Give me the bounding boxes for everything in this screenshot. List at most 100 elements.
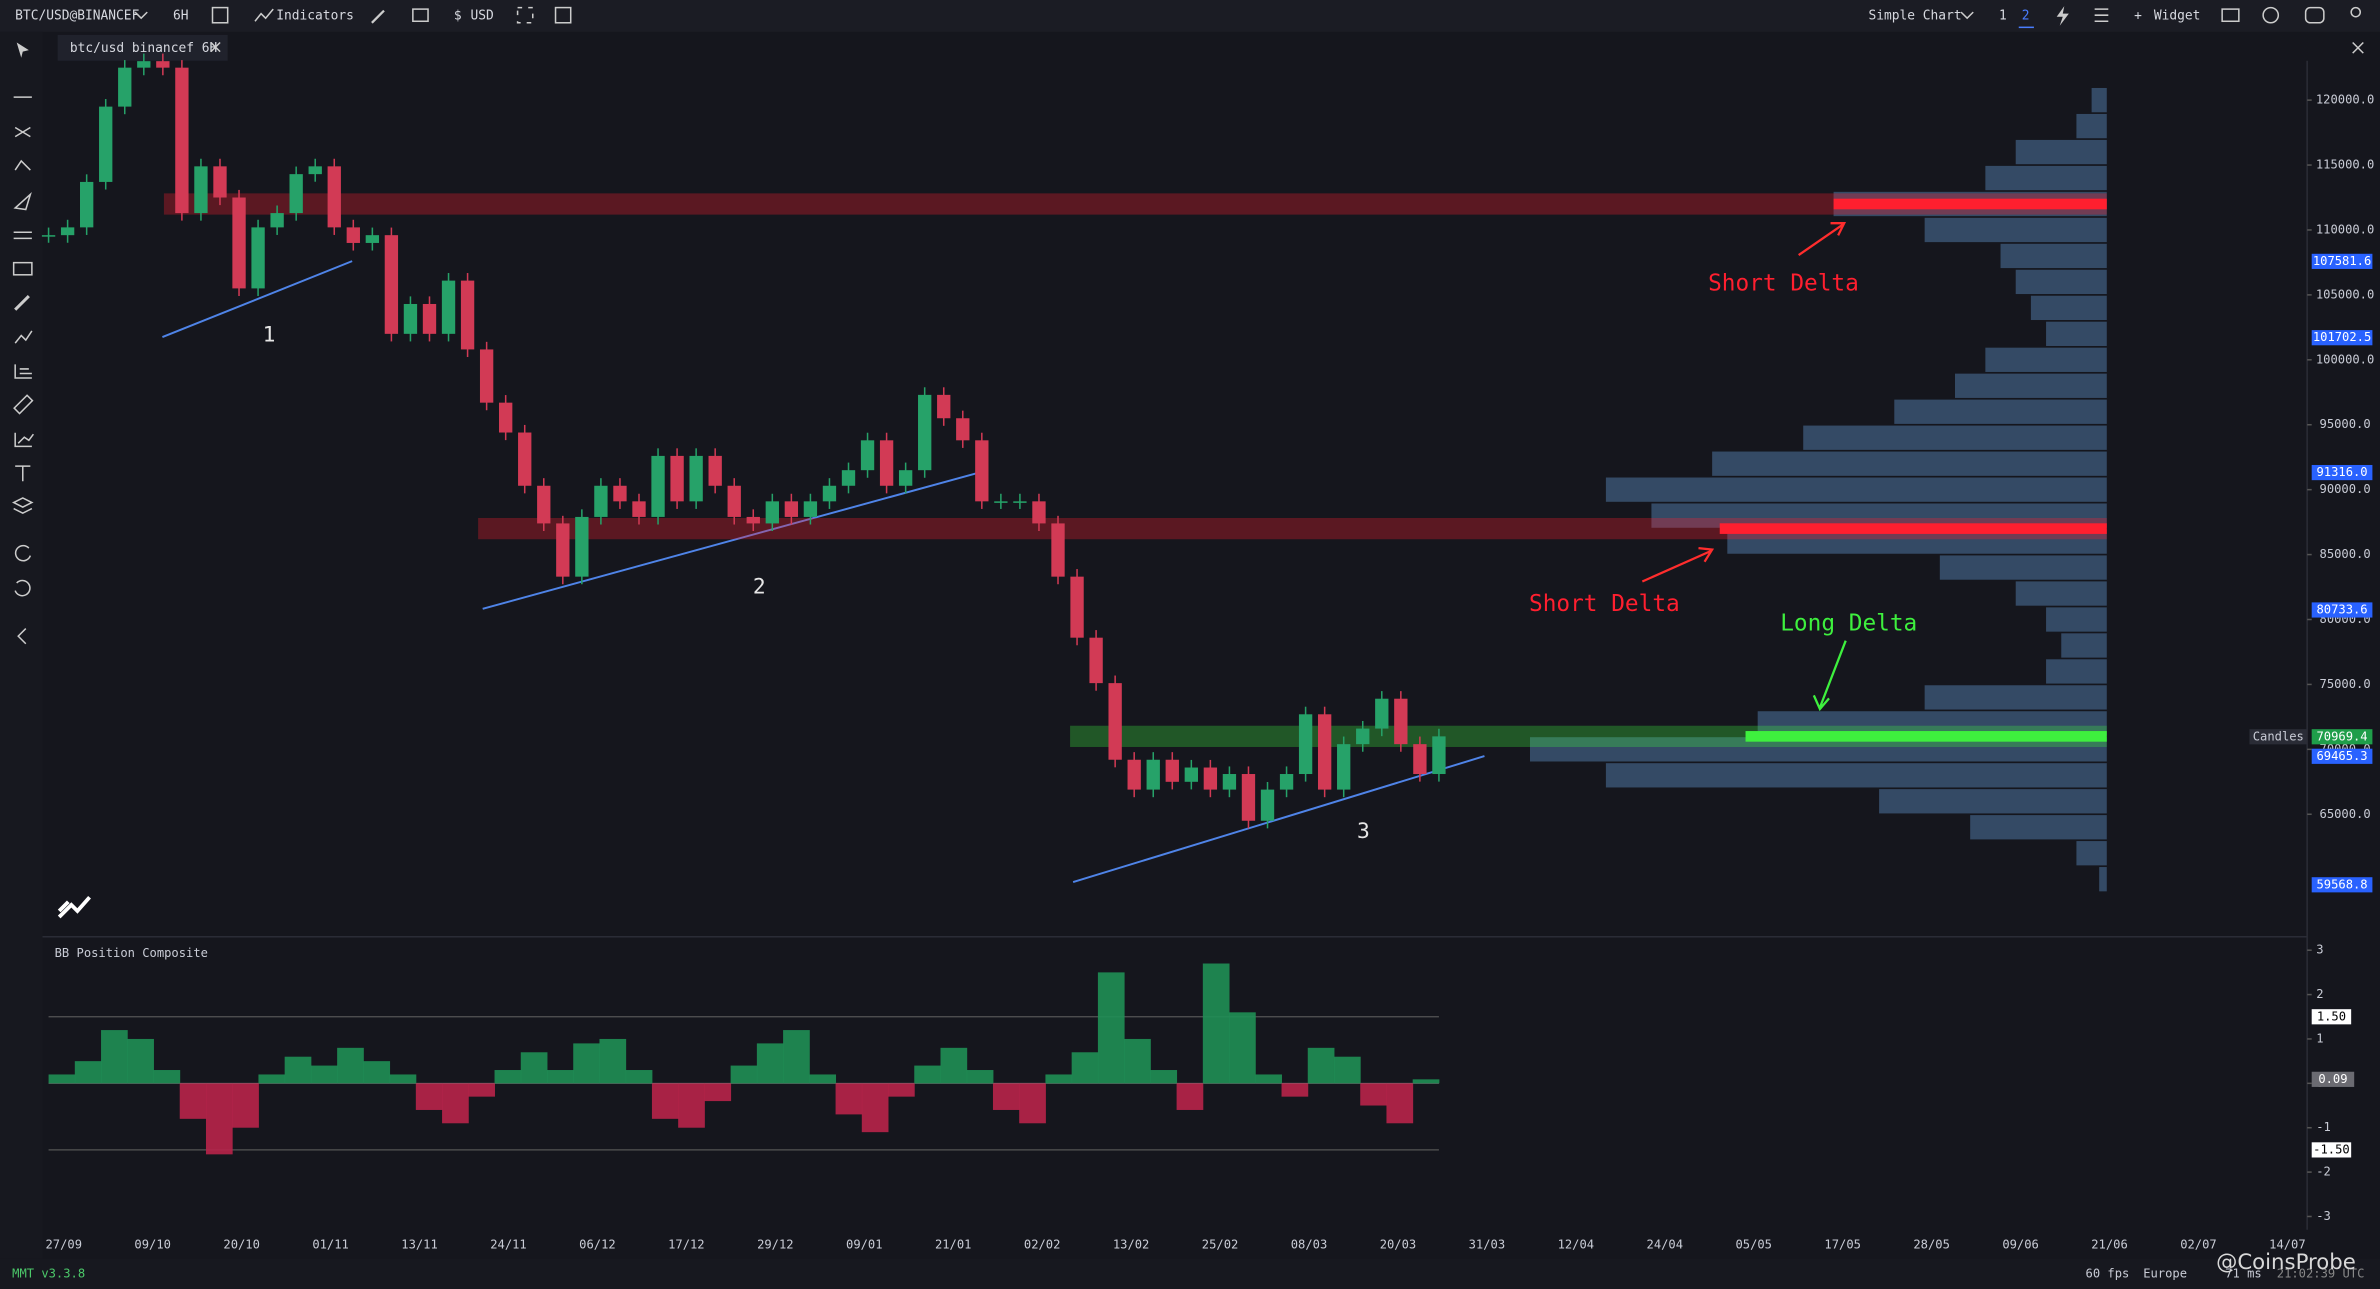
candle-body — [765, 501, 779, 524]
collapse[interactable] — [17, 628, 27, 645]
candle-body — [613, 485, 627, 502]
candle-body — [156, 61, 170, 68]
layout-dropdown[interactable] — [1960, 11, 1974, 20]
vr-icon[interactable] — [2304, 6, 2325, 24]
page-2[interactable]: 2 — [2022, 8, 2030, 23]
profile-bar — [2061, 633, 2107, 658]
indicators-button[interactable]: Indicators — [276, 8, 354, 23]
osc-last-label: 0.09 — [2318, 1072, 2347, 1086]
price-marker-label: 59568.8 — [2317, 877, 2368, 891]
layout-select[interactable]: Simple Chart — [1868, 8, 1961, 23]
price-marker — [2311, 748, 2373, 764]
alert-icon[interactable] — [2056, 6, 2069, 26]
widget-button[interactable]: Widget — [2154, 8, 2201, 23]
cursor-tool[interactable] — [16, 42, 29, 58]
widget-plus[interactable]: + — [2134, 8, 2142, 23]
channel-tool[interactable] — [13, 231, 32, 240]
candle-body — [1298, 714, 1313, 775]
path-tool[interactable] — [14, 159, 31, 171]
interval[interactable]: 6H — [173, 8, 189, 23]
x-tick-label: 01/11 — [312, 1237, 348, 1251]
osc-last-box — [2311, 1071, 2355, 1087]
camera-icon[interactable] — [2221, 8, 2240, 23]
x-tick-label: 05/05 — [1735, 1237, 1771, 1251]
delta-zone — [163, 193, 2107, 215]
candle-body — [879, 440, 894, 486]
list-icon[interactable] — [2094, 8, 2109, 23]
osc-bar — [1255, 1074, 1282, 1084]
x-tick-label: 08/03 — [1291, 1237, 1327, 1251]
osc-tick-label: -3 — [2316, 1209, 2331, 1223]
profile-bar — [2099, 867, 2107, 892]
undo[interactable] — [14, 544, 32, 562]
measure-tool[interactable] — [14, 432, 34, 448]
osc-bar — [730, 1065, 758, 1084]
osc-bar — [573, 1043, 600, 1084]
candle-body — [327, 166, 341, 228]
folder-icon[interactable] — [412, 8, 429, 23]
price-marker-label: 91316.0 — [2317, 465, 2368, 479]
redo[interactable] — [14, 579, 31, 597]
region: Europe — [2143, 1266, 2187, 1280]
osc-tick-label: -2 — [2316, 1165, 2331, 1179]
candle-body — [1013, 501, 1027, 503]
currency[interactable]: USD — [471, 8, 494, 23]
candle-body — [632, 501, 646, 517]
osc-bar — [1124, 1038, 1151, 1084]
pattern-tool[interactable] — [14, 330, 33, 344]
tab-title[interactable]: btc/usd binancef 6H — [70, 41, 217, 56]
candle-body — [1337, 744, 1351, 790]
y-tick-label: 85000.0 — [2320, 547, 2371, 561]
fullscreen-icon[interactable] — [516, 6, 534, 24]
arrow-tool[interactable] — [13, 191, 32, 211]
osc-bar — [888, 1083, 915, 1097]
candle-body — [575, 516, 589, 577]
panel-close[interactable] — [2352, 41, 2364, 54]
pattern-label: 3 — [1357, 819, 1370, 844]
draw-icon[interactable] — [371, 9, 385, 24]
profile-bar — [2076, 841, 2107, 866]
candle-body — [175, 67, 189, 214]
candle-body — [708, 455, 722, 486]
page-1[interactable]: 1 — [1999, 8, 2007, 23]
x-tick-label: 20/03 — [1380, 1237, 1416, 1251]
candle-body — [803, 501, 818, 517]
candle-body — [1070, 576, 1084, 638]
save-icon[interactable] — [554, 6, 572, 24]
candle-body — [346, 227, 360, 243]
tab-close[interactable] — [210, 41, 221, 53]
x-tick-label: 27/09 — [46, 1237, 82, 1251]
profile-bar — [1970, 815, 2107, 840]
price-marker-label: 107581.6 — [2313, 254, 2371, 268]
currency-sign[interactable]: $ — [454, 8, 462, 23]
symbol[interactable]: BTC/USD@BINANCEF — [15, 8, 139, 23]
indicators-icon[interactable] — [254, 8, 274, 22]
y-tick-label: 75000.0 — [2320, 677, 2371, 691]
delta-label: Short Delta — [1529, 591, 1680, 617]
user-icon[interactable] — [2350, 6, 2362, 18]
trend-line — [1072, 755, 1485, 884]
x-tick-label: 13/11 — [401, 1237, 437, 1251]
fib-tool[interactable] — [14, 126, 31, 138]
tab[interactable] — [57, 34, 228, 61]
brush-tool[interactable] — [14, 294, 30, 311]
candle-body — [956, 418, 970, 441]
candle-body — [822, 485, 837, 502]
osc-bar — [1229, 1012, 1256, 1084]
text-tool[interactable] — [15, 465, 31, 482]
chart-type-icon[interactable] — [211, 6, 229, 24]
osc-bar — [101, 1030, 128, 1084]
settings-icon[interactable] — [2262, 6, 2280, 24]
delta-zone — [478, 517, 2107, 540]
osc-bar — [494, 1070, 522, 1084]
rect-tool[interactable] — [12, 261, 33, 276]
osc-bar — [1412, 1079, 1440, 1084]
osc-bar — [1281, 1083, 1309, 1097]
profile-bar — [2015, 581, 2107, 606]
profile-bar — [1712, 451, 2107, 476]
symbol-dropdown[interactable] — [134, 11, 148, 20]
layers-tool[interactable] — [11, 497, 34, 515]
ruler-tool[interactable] — [13, 394, 34, 415]
profile-bar — [2091, 87, 2107, 113]
prediction-tool[interactable] — [14, 364, 32, 379]
